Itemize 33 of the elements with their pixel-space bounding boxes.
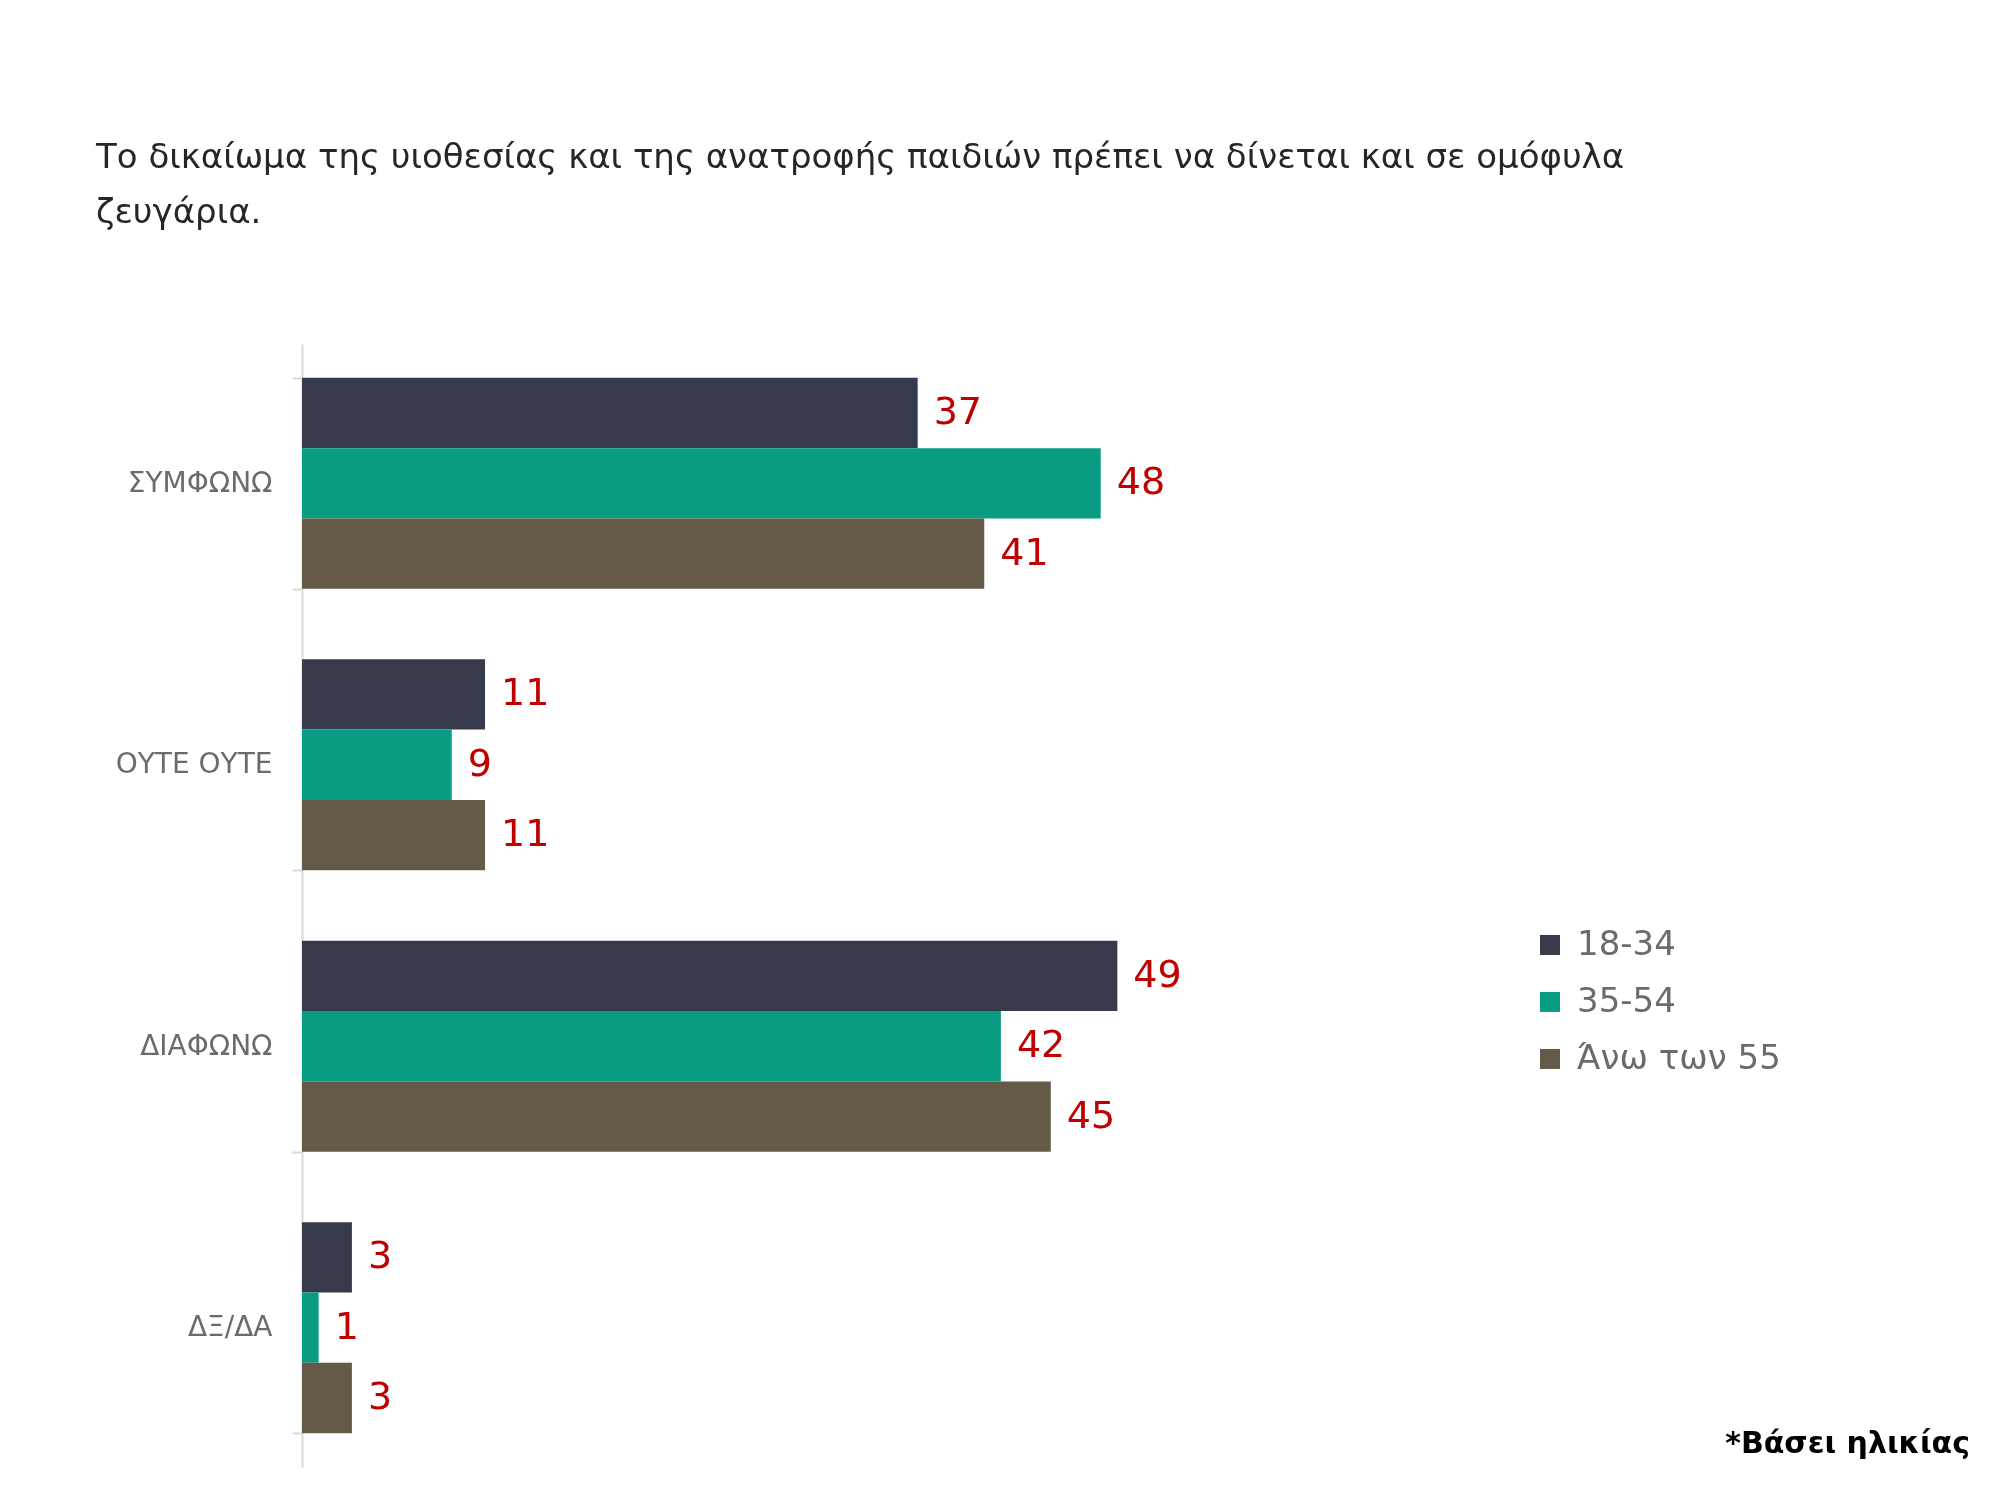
data-label: 11 bbox=[501, 670, 550, 715]
bar bbox=[302, 1222, 352, 1293]
legend-label: 18-34 bbox=[1577, 922, 1676, 963]
data-label: 37 bbox=[933, 388, 983, 433]
data-label: 3 bbox=[367, 1374, 393, 1419]
y-tick-label: ΔΞ/ΔΑ bbox=[187, 1310, 273, 1344]
bar bbox=[302, 659, 486, 730]
y-tick-label: ΔΙΑΦΩΝΩ bbox=[140, 1028, 273, 1062]
legend-label: Άνω των 55 bbox=[1577, 1036, 1781, 1077]
data-label: 45 bbox=[1066, 1092, 1116, 1137]
data-label: 9 bbox=[467, 740, 492, 785]
bar bbox=[302, 1292, 319, 1363]
bar bbox=[302, 799, 486, 871]
data-label: 42 bbox=[1016, 1022, 1066, 1067]
chart-title: Το δικαίωμα της υιοθεσίας και της ανατροφής παιδιών πρέπει να δίνεται και σε ομόφυλα ζευγάρια. bbox=[95, 136, 1625, 231]
data-label: 3 bbox=[367, 1233, 393, 1278]
data-label: 11 bbox=[501, 811, 550, 856]
bar bbox=[302, 1362, 352, 1434]
bar bbox=[302, 377, 918, 449]
bar bbox=[302, 1081, 1051, 1152]
text: *Βάσει ηλικίας bbox=[1725, 1425, 1970, 1460]
bar bbox=[302, 940, 1118, 1012]
bar bbox=[302, 448, 1101, 519]
bar bbox=[302, 1011, 1001, 1082]
data-label: 41 bbox=[1000, 529, 1049, 574]
data-label: 1 bbox=[334, 1303, 359, 1348]
data-label: 49 bbox=[1133, 951, 1182, 996]
y-tick-label: ΟΥΤΕ ΟΥΤΕ bbox=[115, 747, 273, 781]
bar bbox=[302, 729, 452, 800]
bar bbox=[302, 518, 985, 589]
legend-label: 35-54 bbox=[1577, 979, 1676, 1020]
y-tick-label: ΣΥΜΦΩΝΩ bbox=[127, 465, 273, 499]
data-label: 48 bbox=[1116, 459, 1166, 504]
